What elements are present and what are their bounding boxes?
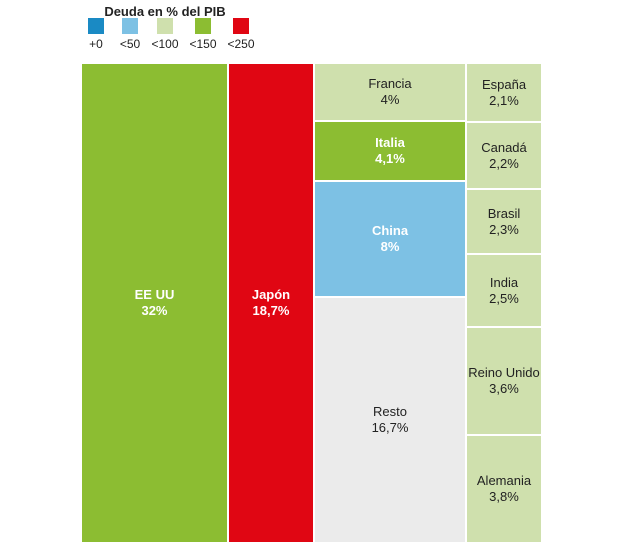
cell-name: España: [481, 76, 527, 92]
cell-name: EE UU: [134, 287, 175, 302]
cell-value: 2,5%: [489, 290, 519, 306]
cell-brasil: Brasil 2,3%: [467, 190, 541, 253]
cell-name: China: [371, 223, 409, 238]
cell-name: Reino Unido: [468, 365, 540, 380]
cell-label-group: Reino Unido 3,6%: [468, 365, 540, 397]
legend-label-3: <150: [189, 37, 217, 51]
cell-value: 18,7%: [252, 303, 290, 318]
cell-italia: Italia 4,1%: [315, 122, 465, 180]
cell-name: Japón: [251, 287, 291, 302]
cell-value: 16,7%: [371, 420, 409, 435]
cell-francia: Francia 4%: [315, 64, 465, 120]
cell-label-group: Resto 16,7%: [372, 404, 409, 436]
cell-espana: España 2,1%: [467, 64, 541, 121]
cell-value: 2,1%: [489, 92, 519, 108]
cell-label-group: EE UU 32%: [135, 287, 175, 319]
cell-resto: Resto 16,7%: [315, 298, 465, 542]
cell-value: 3,8%: [489, 489, 519, 504]
cell-name: India: [489, 274, 519, 290]
legend-swatch-4: [233, 18, 249, 34]
cell-label-group: Brasil 2,3%: [488, 206, 521, 238]
cell-name: Francia: [368, 76, 412, 91]
cell-china: China 8%: [315, 182, 465, 296]
cell-name: Italia: [375, 135, 405, 150]
cell-value: 32%: [141, 303, 168, 318]
cell-india: India 2,5%: [467, 255, 541, 326]
cell-value: 4,1%: [375, 151, 405, 166]
cell-japon: Japón 18,7%: [229, 64, 313, 542]
cell-value: 4%: [380, 92, 400, 107]
cell-reino-unido: Reino Unido 3,6%: [467, 328, 541, 434]
legend-label-0: +0: [89, 37, 103, 51]
legend-swatch-1: [122, 18, 138, 34]
cell-label-group: España 2,1%: [482, 77, 526, 109]
cell-name: Alemania: [476, 473, 532, 488]
cell-value: 2,2%: [489, 155, 519, 171]
cell-value: 3,6%: [489, 381, 519, 396]
legend-label-4: <250: [227, 37, 255, 51]
legend-swatch-2: [157, 18, 173, 34]
cell-label-group: Italia 4,1%: [375, 135, 405, 167]
cell-value: 2,3%: [489, 221, 519, 237]
legend-title: Deuda en % del PIB: [104, 4, 226, 19]
cell-ee-uu: EE UU 32%: [82, 64, 227, 542]
cell-label-group: China 8%: [372, 223, 408, 255]
cell-name: Canadá: [481, 139, 527, 155]
cell-name: Resto: [373, 404, 407, 419]
cell-label-group: India 2,5%: [489, 275, 519, 307]
cell-alemania: Alemania 3,8%: [467, 436, 541, 542]
cell-label-group: Canadá 2,2%: [481, 140, 527, 172]
cell-canada: Canadá 2,2%: [467, 123, 541, 188]
cell-label-group: Francia 4%: [368, 76, 411, 108]
legend-swatch-3: [195, 18, 211, 34]
legend-label-1: <50: [119, 37, 141, 51]
legend-label-2: <100: [151, 37, 179, 51]
legend-swatch-0: [88, 18, 104, 34]
cell-label-group: Japón 18,7%: [252, 287, 290, 319]
cell-name: Brasil: [487, 205, 521, 221]
cell-label-group: Alemania 3,8%: [477, 473, 531, 505]
cell-value: 8%: [380, 239, 400, 254]
